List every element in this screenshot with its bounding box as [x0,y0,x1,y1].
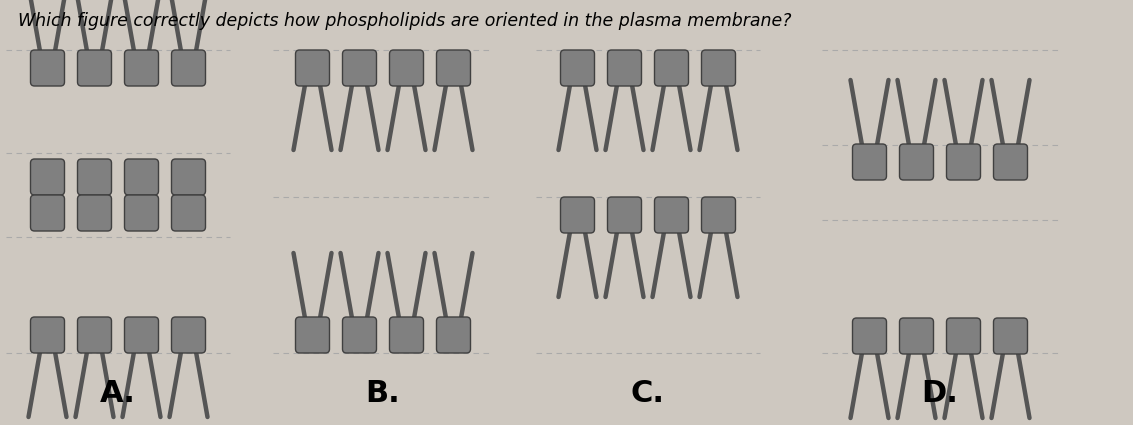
FancyBboxPatch shape [900,318,934,354]
FancyBboxPatch shape [31,195,65,231]
FancyBboxPatch shape [342,50,376,86]
FancyBboxPatch shape [607,50,641,86]
FancyBboxPatch shape [171,195,205,231]
FancyBboxPatch shape [607,197,641,233]
Text: Which figure correctly depicts how phospholipids are oriented in the plasma memb: Which figure correctly depicts how phosp… [18,12,792,30]
FancyBboxPatch shape [171,159,205,195]
FancyBboxPatch shape [125,50,159,86]
FancyBboxPatch shape [77,317,111,353]
FancyBboxPatch shape [125,317,159,353]
FancyBboxPatch shape [390,50,424,86]
FancyBboxPatch shape [31,159,65,195]
FancyBboxPatch shape [296,50,330,86]
FancyBboxPatch shape [342,317,376,353]
Text: D.: D. [921,379,959,408]
FancyBboxPatch shape [436,317,470,353]
FancyBboxPatch shape [31,317,65,353]
FancyBboxPatch shape [171,317,205,353]
Text: B.: B. [366,379,400,408]
FancyBboxPatch shape [994,144,1028,180]
FancyBboxPatch shape [655,197,689,233]
Text: A.: A. [100,379,136,408]
FancyBboxPatch shape [655,50,689,86]
FancyBboxPatch shape [296,317,330,353]
FancyBboxPatch shape [701,197,735,233]
FancyBboxPatch shape [125,159,159,195]
FancyBboxPatch shape [436,50,470,86]
FancyBboxPatch shape [77,195,111,231]
FancyBboxPatch shape [852,318,886,354]
FancyBboxPatch shape [390,317,424,353]
FancyBboxPatch shape [77,159,111,195]
FancyBboxPatch shape [900,144,934,180]
FancyBboxPatch shape [171,50,205,86]
FancyBboxPatch shape [31,50,65,86]
FancyBboxPatch shape [946,318,980,354]
FancyBboxPatch shape [852,144,886,180]
FancyBboxPatch shape [561,50,595,86]
FancyBboxPatch shape [77,50,111,86]
FancyBboxPatch shape [701,50,735,86]
FancyBboxPatch shape [946,144,980,180]
FancyBboxPatch shape [125,195,159,231]
FancyBboxPatch shape [561,197,595,233]
FancyBboxPatch shape [994,318,1028,354]
Text: C.: C. [631,379,665,408]
